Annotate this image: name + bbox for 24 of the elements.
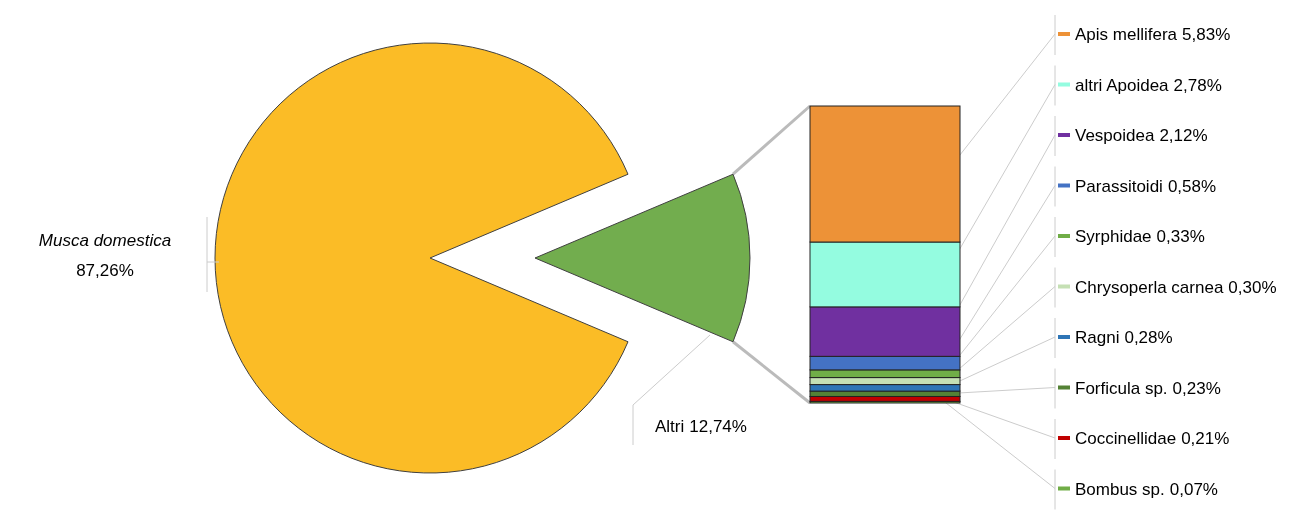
legend-label: altri Apoidea: [1075, 75, 1170, 95]
legend-label: Vespoidea: [1075, 126, 1155, 145]
data-label: 87,26%: [76, 261, 134, 280]
legend-label: Parassitoidi: [1075, 176, 1163, 196]
data-label: 12,74%: [689, 417, 747, 436]
legend-label: Apis mellifera: [1075, 25, 1178, 44]
legend-label: Chrysoperla carnea: [1075, 277, 1224, 297]
data-label: 0,07%: [1169, 479, 1218, 499]
category-label: Musca domestica: [38, 231, 172, 250]
data-label: 0,33%: [1156, 227, 1205, 246]
data-label: 5,83%: [1182, 25, 1231, 44]
legend-label: Bombus sp.: [1075, 479, 1165, 499]
legend-label: Forficula sp.: [1075, 378, 1168, 398]
legend-label: Coccinellidae: [1075, 429, 1177, 448]
data-label: 2,78%: [1173, 75, 1222, 95]
data-label: 0,23%: [1172, 378, 1221, 398]
legend-label: Ragni: [1075, 328, 1120, 347]
legend-label: Syrphidae: [1075, 227, 1152, 246]
category-label: Altri: [655, 417, 685, 436]
data-label: 0,30%: [1228, 277, 1277, 297]
data-label: 0,21%: [1181, 429, 1230, 448]
data-label: 0,58%: [1167, 176, 1217, 196]
data-label: 2,12%: [1159, 126, 1208, 145]
data-label: 0,28%: [1124, 328, 1173, 347]
